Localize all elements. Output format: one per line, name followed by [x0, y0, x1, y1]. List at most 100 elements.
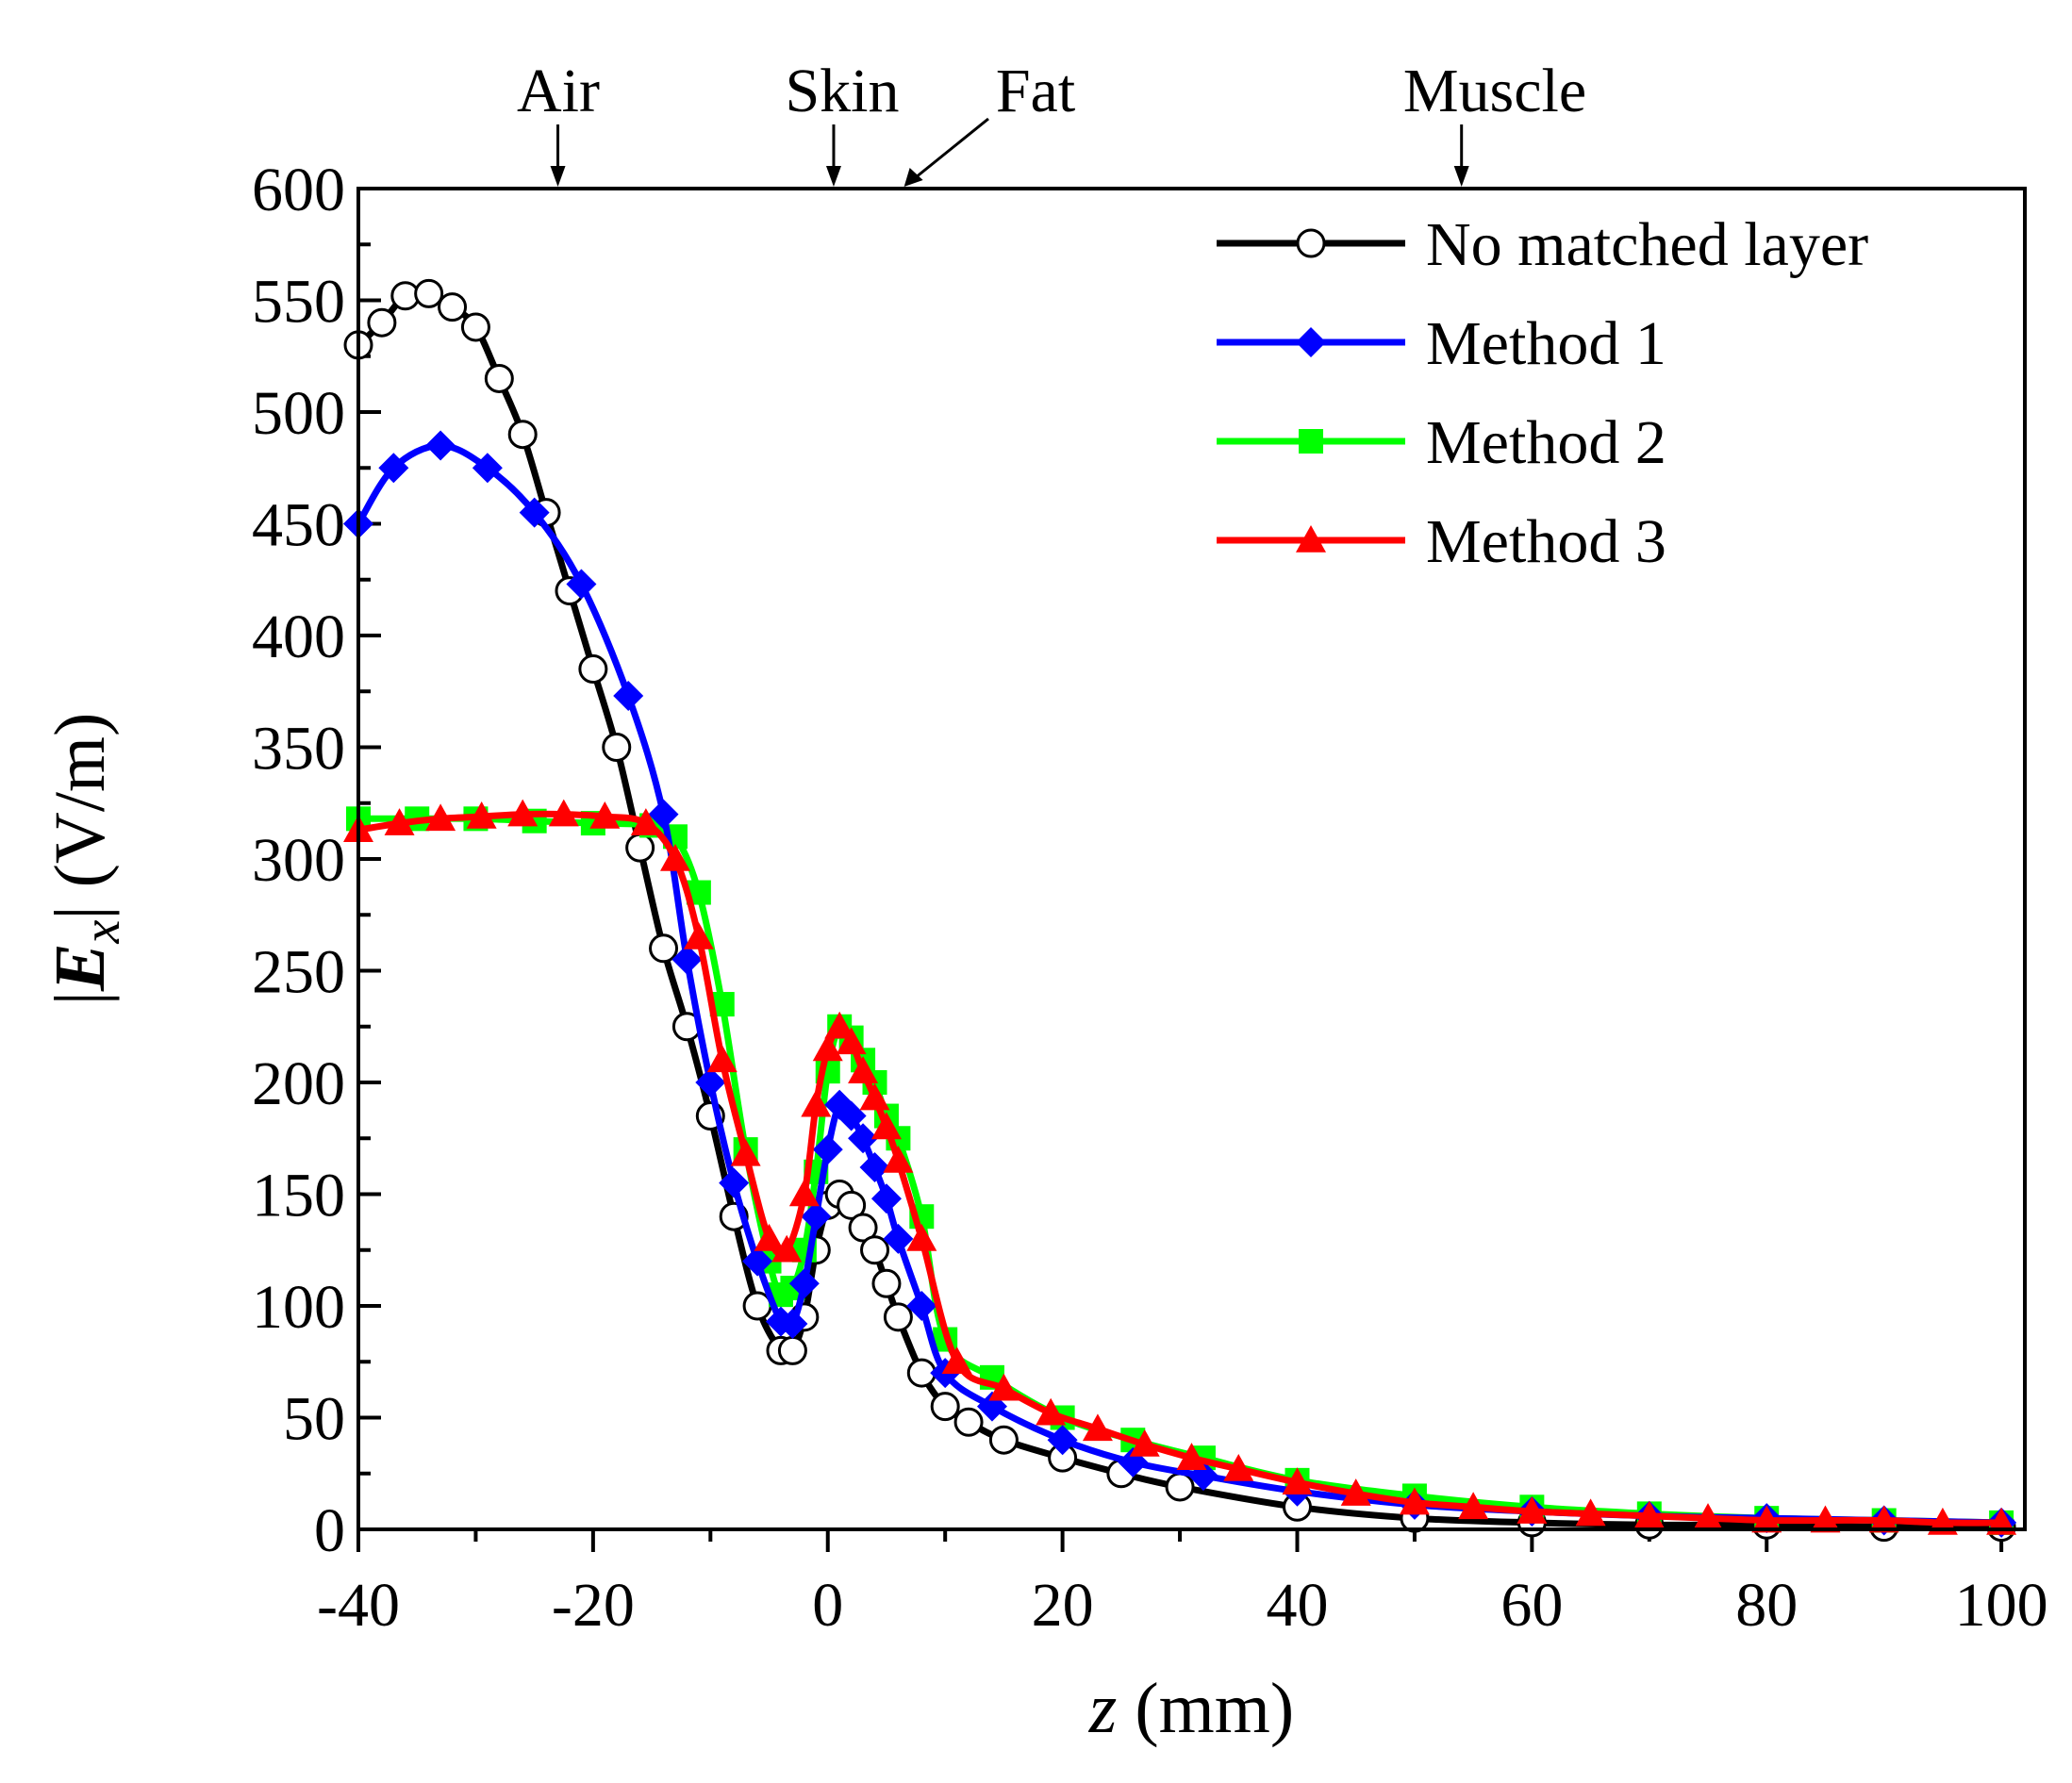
marker-circle: [988, 1425, 1019, 1455]
marker-triangle: [988, 1373, 1019, 1401]
marker-diamond: [613, 680, 644, 711]
y-tick-label: 450: [252, 491, 345, 560]
marker-diamond: [812, 1134, 843, 1165]
y-tick-label: 400: [252, 603, 345, 671]
layer-label-muscle-arrow-head: [1453, 166, 1469, 187]
marker-circle: [578, 654, 608, 685]
marker-circle: [649, 933, 679, 964]
y-axis-title-unit: (V/m): [41, 713, 120, 906]
marker-triangle: [384, 808, 415, 835]
y-axis-title-bar-open: |: [41, 991, 120, 1005]
plot-frame: [356, 187, 2027, 1531]
marker-circle: [1296, 228, 1326, 258]
marker-triangle: [1693, 1503, 1724, 1530]
y-tick-label: 150: [252, 1162, 345, 1230]
marker-circle: [777, 1335, 807, 1365]
x-tick-label: 0: [812, 1571, 843, 1640]
marker-triangle: [848, 1056, 879, 1083]
y-tick-label: 200: [252, 1049, 345, 1118]
marker-circle: [367, 307, 397, 338]
layer-label-muscle: Muscle: [1403, 57, 1586, 125]
marker-triangle: [1129, 1428, 1160, 1457]
marker-triangle: [1751, 1505, 1782, 1533]
y-tick-label: 550: [252, 268, 345, 337]
y-axis-title: |Ex| (V/m): [41, 713, 131, 1006]
x-axis-title: z (mm): [1088, 1669, 1294, 1748]
x-tick-label: -40: [317, 1571, 400, 1640]
marker-triangle: [1176, 1443, 1207, 1470]
y-tick-label: 250: [252, 938, 345, 1007]
layer-label-skin-arrow-head: [825, 166, 841, 187]
legend-item-method-1: Method 1: [1217, 309, 1666, 378]
marker-circle: [883, 1302, 913, 1332]
y-tick-label: 500: [252, 379, 345, 448]
marker-circle: [507, 420, 538, 450]
marker-diamond: [695, 1067, 726, 1098]
marker-triangle: [788, 1179, 820, 1207]
marker-circle: [625, 833, 655, 863]
marker-triangle: [836, 1027, 867, 1055]
y-axis-title-sub: x: [73, 919, 131, 944]
marker-triangle: [824, 1011, 855, 1039]
marker-circle: [414, 278, 444, 308]
legend: No matched layer Method 1 Method 2 Method 3: [1217, 210, 1868, 576]
marker-triangle: [754, 1223, 785, 1251]
marker-diamond: [859, 1152, 890, 1183]
legend-label: Method 3: [1426, 507, 1666, 576]
legend-label: Method 1: [1426, 309, 1666, 378]
fat-arrow-head: [903, 168, 923, 187]
marker-diamond: [836, 1100, 867, 1131]
marker-triangle: [730, 1138, 761, 1166]
marker-diamond: [425, 430, 456, 461]
x-tick-label: 20: [1032, 1571, 1094, 1640]
marker-triangle: [1868, 1505, 1899, 1533]
y-axis-title-bar-close: |: [41, 905, 120, 919]
legend-item-no-matched-layer: No matched layer: [1217, 210, 1868, 279]
marker-diamond: [777, 1308, 808, 1339]
legend-label: No matched layer: [1426, 210, 1868, 279]
fat-arrow-line: [912, 117, 989, 181]
marker-triangle: [1575, 1498, 1606, 1527]
marker-diamond: [788, 1268, 820, 1299]
marker-triangle: [1082, 1413, 1113, 1442]
y-axis: 0 50 100 150 200 250 300 350 400 450 500 550 600: [252, 156, 381, 1565]
marker-square: [1299, 429, 1323, 454]
series-method-3: [343, 799, 2017, 1535]
marker-diamond: [742, 1246, 773, 1277]
marker-diamond: [1296, 327, 1326, 357]
marker-triangle: [941, 1346, 972, 1375]
y-tick-label: 100: [252, 1273, 345, 1342]
layer-label-muscle-group: Muscle: [1403, 57, 1586, 187]
marker-diamond: [519, 497, 550, 528]
marker-triangle: [859, 1082, 890, 1111]
marker-triangle: [548, 799, 579, 827]
layer-annotations: Air Skin Fat Muscle: [517, 57, 1586, 187]
series-no-matched-layer: [343, 278, 2016, 1543]
marker-triangle: [883, 1145, 914, 1173]
y-tick-label: 0: [314, 1496, 345, 1565]
marker-triangle: [771, 1234, 803, 1263]
marker-diamond: [566, 569, 597, 600]
marker-diamond: [848, 1123, 879, 1154]
marker-triangle: [466, 801, 497, 829]
marker-triangle: [425, 803, 456, 832]
x-axis: -40 -20 0 20 40 60 80 100: [317, 1529, 2048, 1640]
y-tick-label: 350: [252, 715, 345, 784]
series-method-1: [343, 430, 2017, 1538]
x-axis-title-unit: (mm): [1117, 1669, 1294, 1748]
marker-triangle: [801, 1089, 832, 1117]
x-tick-label: 80: [1735, 1571, 1798, 1640]
y-tick-label: 300: [252, 826, 345, 895]
x-tick-label: 60: [1500, 1571, 1563, 1640]
series-line-method-2: [358, 815, 2002, 1527]
legend-label: Method 2: [1426, 408, 1666, 477]
marker-diamond: [719, 1167, 750, 1198]
series-method-2: [346, 806, 2014, 1535]
marker-triangle: [683, 921, 714, 949]
layer-label-fat-group: Fat: [903, 57, 1075, 187]
marker-triangle: [630, 808, 661, 835]
layer-label-air: Air: [517, 57, 600, 125]
marker-triangle: [1340, 1478, 1371, 1506]
marker-diamond: [472, 453, 503, 484]
series-line-method-1: [355, 442, 2002, 1527]
